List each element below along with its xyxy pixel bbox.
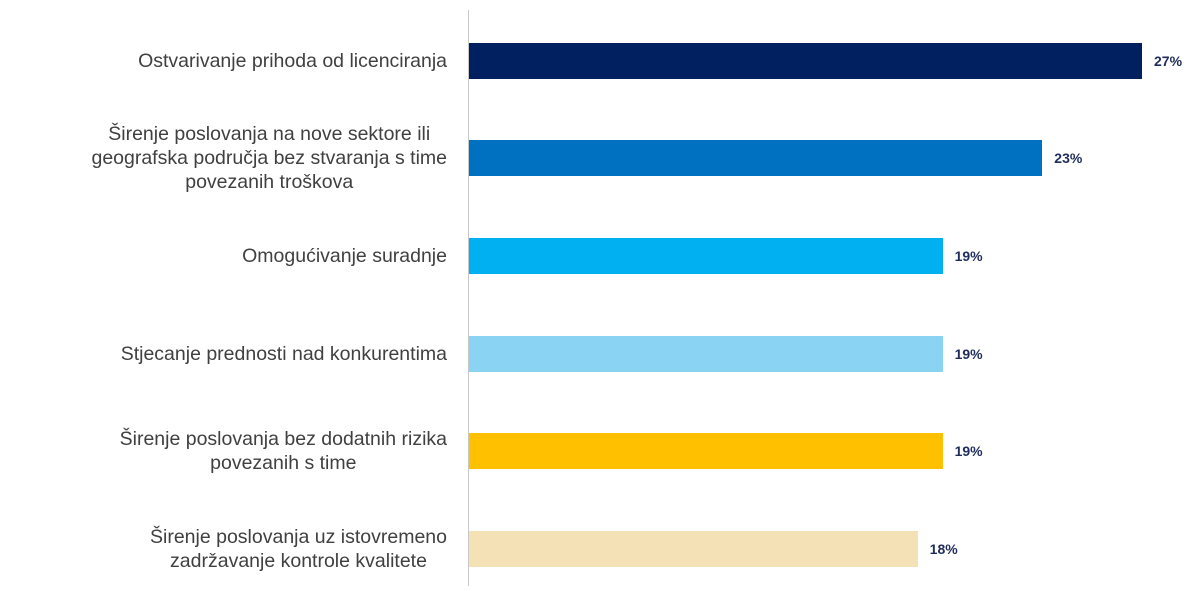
bar <box>469 42 1142 79</box>
category-label: Širenje poslovanja na nove sektore ili g… <box>91 123 447 194</box>
bar <box>469 433 943 470</box>
value-label: 19% <box>954 248 983 264</box>
value-label: 23% <box>1054 150 1083 167</box>
value-label: 19% <box>954 345 983 362</box>
axis-line <box>468 10 469 586</box>
category-label: Stjecanje prednosti nad konkurentima <box>120 342 447 365</box>
category-label: Širenje poslovanja uz istovremeno zadrža… <box>150 525 447 572</box>
category-label: Širenje poslovanja bez dodatnih rizika p… <box>119 428 447 475</box>
category-label: Omogućivanje suradnje <box>242 245 447 267</box>
bar <box>469 335 943 372</box>
value-label: 18% <box>929 540 958 557</box>
bar <box>469 530 918 567</box>
bar <box>469 238 943 274</box>
value-label: 27% <box>1154 52 1183 69</box>
category-label: Ostvarivanje prihoda od licenciranja <box>138 49 447 72</box>
value-label: 19% <box>954 443 983 460</box>
bar <box>469 140 1043 177</box>
